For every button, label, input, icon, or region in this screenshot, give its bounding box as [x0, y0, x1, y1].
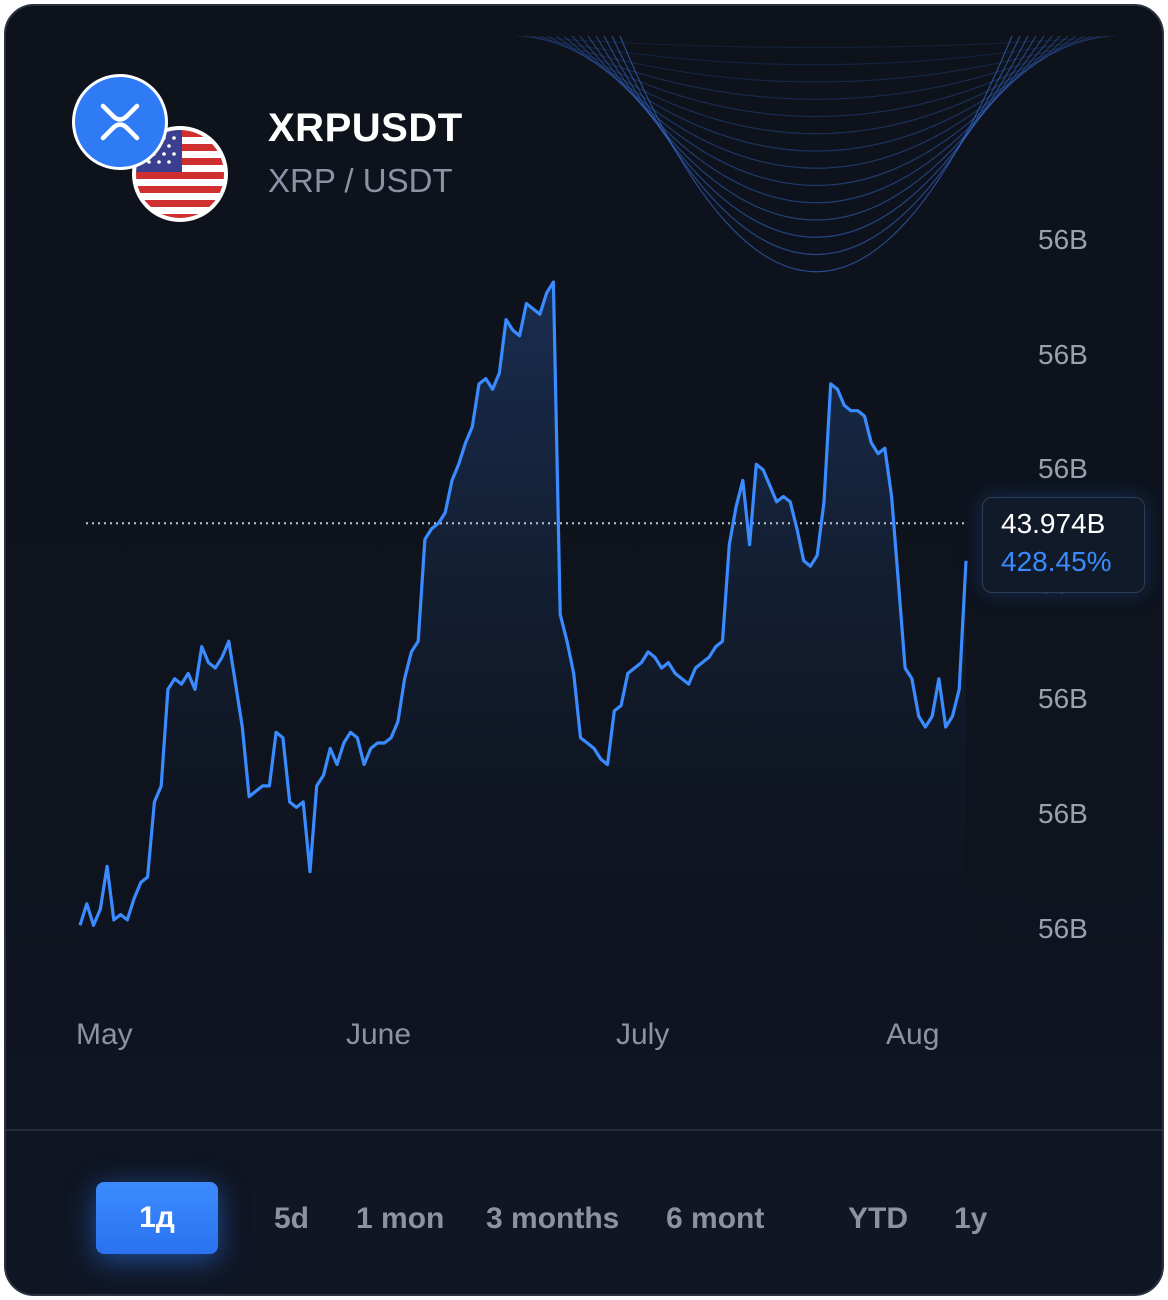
decorative-curve [531, 36, 1101, 83]
tab-3-months[interactable]: 3 months [486, 1202, 620, 1235]
decorative-curve [547, 36, 1085, 117]
x-tick-label: July [616, 1018, 670, 1051]
decorative-curve [555, 36, 1077, 135]
chart-card: XRPUSDT XRP / USDT 56B 56B 56B 56B 56B 5… [4, 4, 1164, 1296]
x-tick-label: Aug [886, 1018, 940, 1051]
price-change-percent: 428.45% [1001, 546, 1112, 577]
y-tick-label: 56B [1038, 224, 1088, 255]
pair-name: XRP / USDT [268, 162, 453, 199]
price-area-fill [80, 282, 966, 997]
decorative-curve [611, 36, 1021, 256]
y-tick-label: 56B [1038, 453, 1088, 484]
y-tick-label: 56B [1038, 683, 1088, 714]
us-flag-icon [132, 126, 228, 222]
tab-1d[interactable]: 1д [96, 1182, 218, 1254]
x-tick-label: June [346, 1018, 412, 1051]
y-tick-label: 56B [1038, 339, 1088, 370]
pair-symbol: XRPUSDT [268, 106, 463, 150]
decorative-curve [563, 36, 1069, 152]
current-price-tag: 43.974B 428.45% [982, 497, 1145, 593]
decorative-curves [515, 36, 1117, 273]
pair-logo [68, 70, 238, 230]
tab-5d[interactable]: 5d [274, 1202, 310, 1235]
decorative-curve [539, 36, 1093, 100]
tab-1y[interactable]: 1y [954, 1202, 988, 1235]
decorative-curve [619, 36, 1013, 273]
price-series-line [78, 280, 968, 927]
price-chart [78, 280, 968, 997]
y-tick-label: 56B [1038, 798, 1088, 829]
divider [6, 1129, 1162, 1131]
y-tick-label: 56B [1038, 913, 1088, 944]
decorative-curve [523, 36, 1109, 66]
tab-6-months[interactable]: 6 mont [666, 1202, 765, 1235]
tab-ytd[interactable]: YTD [848, 1202, 908, 1235]
xrp-logo-icon [72, 74, 168, 170]
x-tick-label: May [76, 1018, 133, 1051]
tab-1-month[interactable]: 1 mon [356, 1202, 445, 1235]
current-price-value: 43.974B [1001, 508, 1106, 539]
